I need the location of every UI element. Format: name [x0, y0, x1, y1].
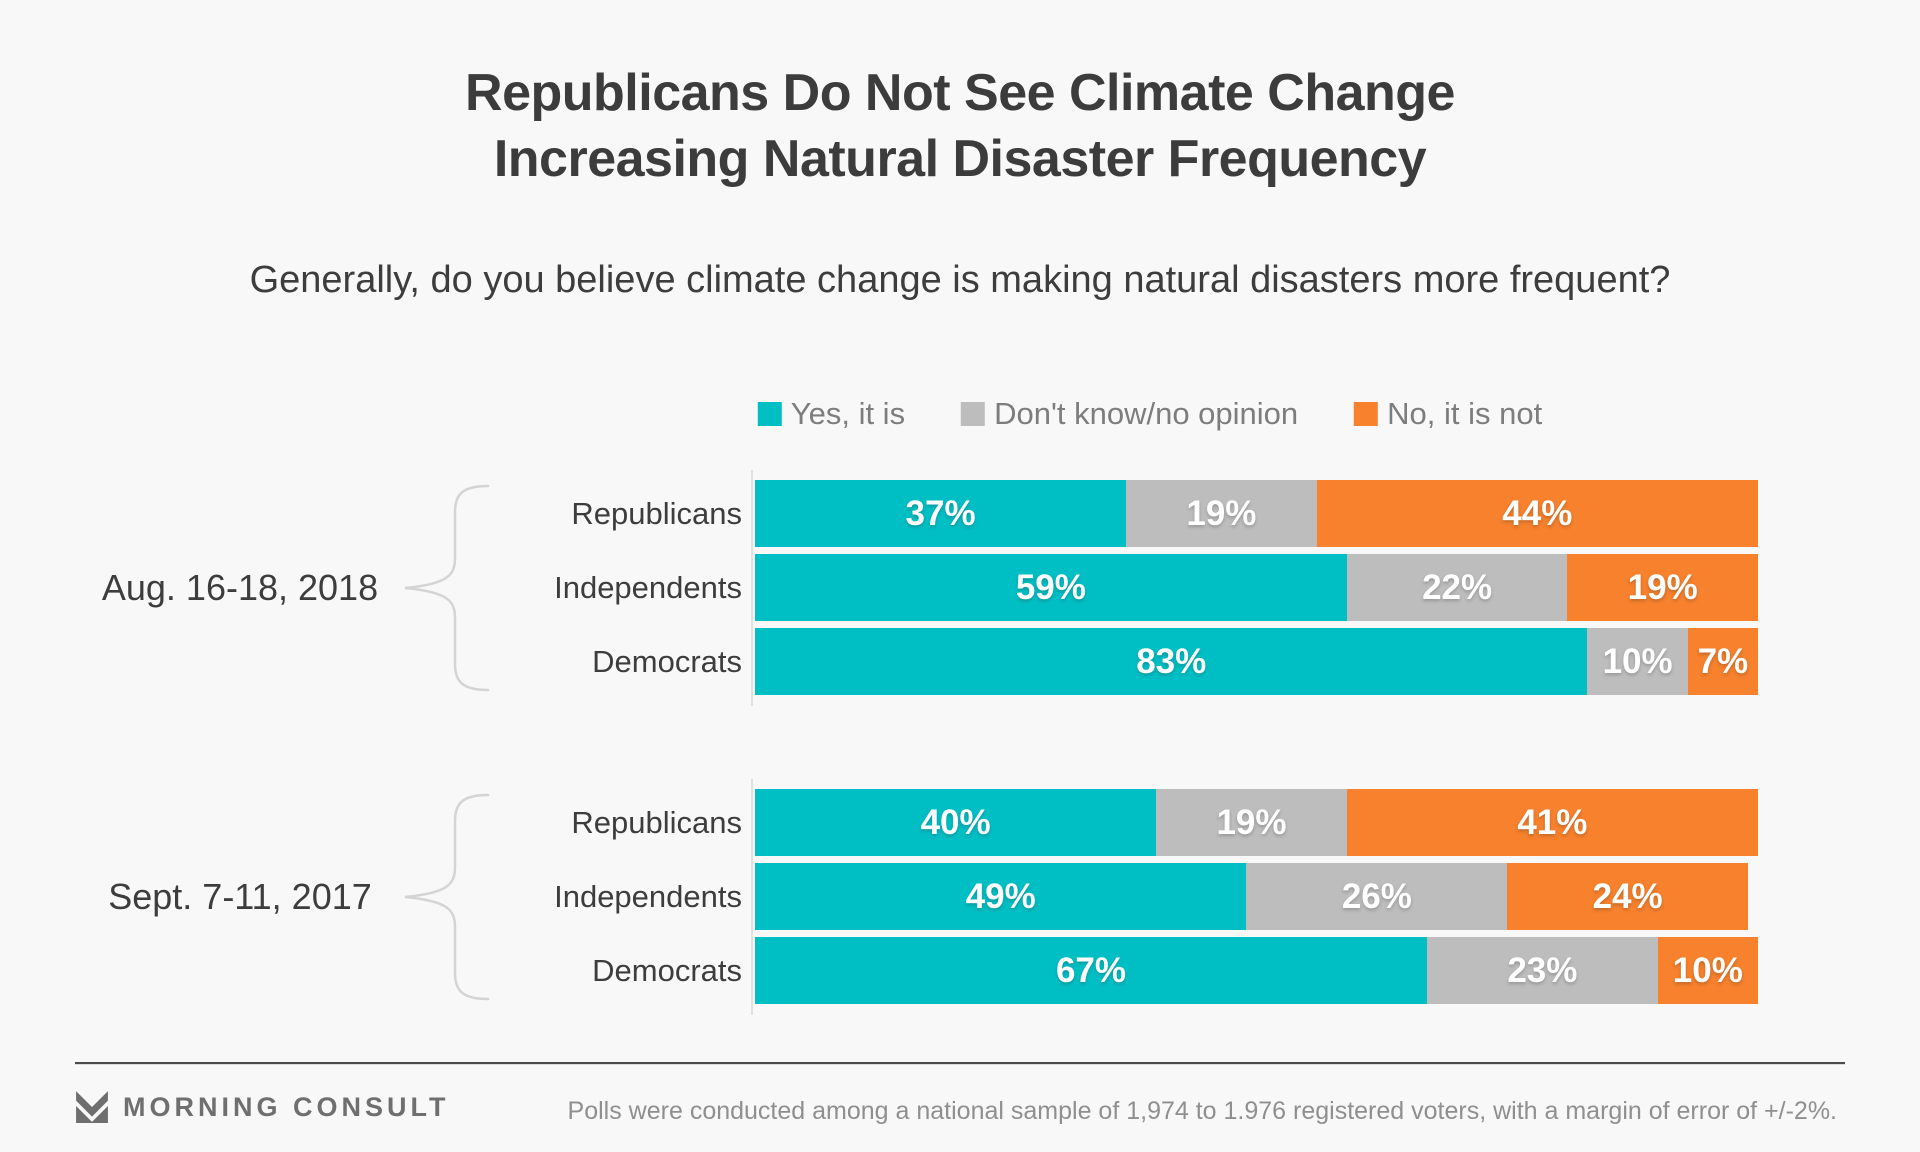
stacked-bar: 67% 23% 10% [755, 937, 1758, 1004]
legend-label: Don't know/no opinion [994, 396, 1299, 431]
group-label: Aug. 16-18, 2018 [101, 566, 379, 608]
chart-group-2017: Sept. 7-11, 2017 Republicans 40% 19% 41% Ind… [0, 779, 1920, 1015]
bar-segment: 19% [1126, 480, 1317, 547]
row-label: Independents [554, 879, 742, 914]
bar-segment: 22% [1346, 554, 1568, 621]
bar-segment: 24% [1507, 863, 1748, 930]
chart-title: Republicans Do Not See Climate Change In… [0, 60, 1920, 192]
bar-segment: 19% [1567, 554, 1758, 621]
legend-item: No, it is not [1354, 396, 1542, 432]
legend-swatch-icon [961, 402, 986, 426]
bar-segment: 37% [755, 480, 1127, 547]
bar-segment: 59% [755, 554, 1347, 621]
legend-label: Yes, it is [790, 396, 906, 431]
stacked-bar: 59% 22% 19% [755, 554, 1758, 621]
row-label: Republicans [571, 496, 742, 531]
morning-consult-logo-icon [76, 1091, 108, 1123]
bar-value-label: 83% [1136, 641, 1207, 681]
bar-value-label: 19% [1627, 567, 1698, 607]
legend-label: No, it is not [1387, 396, 1543, 431]
footer-brand: MORNING CONSULT [75, 1090, 449, 1124]
group-label: Sept. 7-11, 2017 [108, 875, 372, 917]
legend: Yes, it is Don't know/no opinion No, it is… [757, 396, 1542, 432]
bar-value-label: 40% [920, 802, 991, 842]
footer-divider [75, 1062, 1845, 1065]
footer-brand-name: MORNING CONSULT [123, 1091, 450, 1122]
row-label: Democrats [592, 953, 742, 988]
bar-value-label: 41% [1517, 802, 1588, 842]
bar-segment: 49% [755, 863, 1247, 930]
footer-note: Polls were conducted among a national sa… [567, 1097, 1837, 1125]
stacked-bar: 83% 10% 7% [755, 628, 1758, 695]
bar-value-label: 19% [1186, 493, 1257, 533]
bar-value-label: 37% [905, 493, 976, 533]
group-brace-icon [404, 793, 490, 1001]
bar-value-label: 26% [1341, 876, 1412, 916]
bar-value-label: 44% [1502, 493, 1573, 533]
chart-title-line1: Republicans Do Not See Climate Change [465, 64, 1455, 122]
bar-row: Republicans 37% 19% 44% [0, 480, 1920, 547]
row-label: Republicans [571, 805, 742, 840]
bar-row: Independents 49% 26% 24% [0, 863, 1920, 930]
bar-value-label: 67% [1055, 950, 1127, 990]
legend-item: Yes, it is [757, 396, 906, 432]
chart-title-line2: Increasing Natural Disaster Frequency [493, 130, 1427, 188]
stacked-bar: 40% 19% 41% [755, 789, 1758, 856]
row-label: Democrats [592, 644, 742, 679]
bar-segment: 7% [1687, 628, 1758, 695]
bar-value-label: 7% [1697, 641, 1749, 681]
bar-row: Independents 59% 22% 19% [0, 554, 1920, 621]
bar-value-label: 24% [1592, 876, 1663, 916]
bar-row: Democrats 67% 23% 10% [0, 937, 1920, 1004]
bar-segment: 83% [755, 628, 1588, 695]
bar-segment: 41% [1346, 789, 1758, 856]
group-brace-icon [404, 484, 490, 692]
bar-value-label: 10% [1602, 641, 1673, 681]
bar-segment: 10% [1657, 937, 1758, 1004]
bar-segment: 23% [1427, 937, 1658, 1004]
chart-subtitle: Generally, do you believe climate change… [249, 259, 1671, 301]
stacked-bar: 37% 19% 44% [755, 480, 1758, 547]
bar-value-label: 22% [1422, 567, 1493, 607]
bar-segment: 26% [1246, 863, 1508, 930]
bar-segment: 67% [755, 937, 1427, 1004]
bar-row: Republicans 40% 19% 41% [0, 789, 1920, 856]
bar-value-label: 23% [1507, 950, 1578, 990]
bar-segment: 44% [1316, 480, 1758, 547]
stacked-bar: 49% 26% 24% [755, 863, 1758, 930]
bar-value-label: 19% [1216, 802, 1287, 842]
bar-value-label: 49% [965, 876, 1036, 916]
legend-swatch-icon [757, 402, 782, 426]
bar-row: Democrats 83% 10% 7% [0, 628, 1920, 695]
legend-swatch-icon [1354, 402, 1379, 426]
axis-line [751, 470, 753, 706]
legend-item: Don't know/no opinion [961, 396, 1298, 432]
chart-group-2018: Aug. 16-18, 2018 Republicans 37% 19% 44% Ind… [0, 470, 1920, 706]
bar-segment: 40% [755, 789, 1157, 856]
bar-value-label: 59% [1015, 567, 1086, 607]
bar-segment: 10% [1587, 628, 1688, 695]
bar-value-label: 10% [1672, 950, 1743, 990]
row-label: Independents [554, 570, 742, 605]
axis-line [751, 779, 753, 1015]
bar-segment: 19% [1156, 789, 1347, 856]
